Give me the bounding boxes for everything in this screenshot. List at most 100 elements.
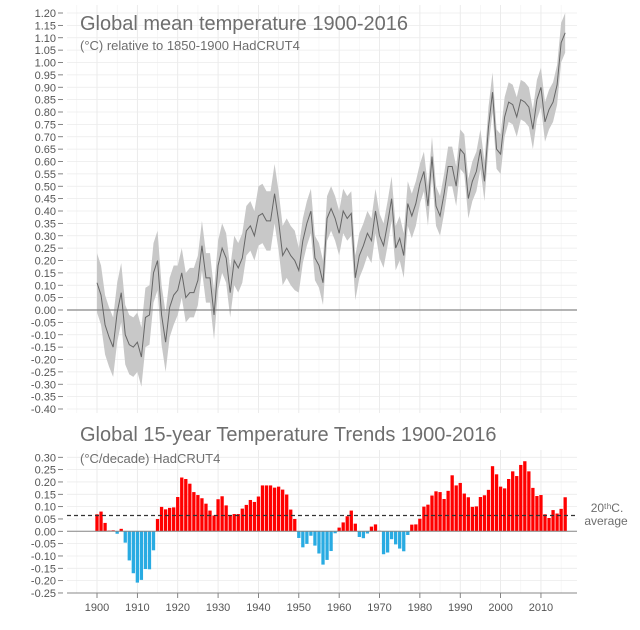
trend-bar-positive [172, 507, 176, 532]
trend-bar-positive [99, 511, 103, 532]
top-y-tick-label: 0.15 [35, 268, 56, 280]
bottom-y-tick-label: -0.15 [31, 563, 56, 575]
trend-bar-positive [268, 485, 273, 532]
trend-bar-positive [244, 504, 248, 532]
trend-bar-positive [498, 486, 503, 532]
top-y-tick-label: -0.15 [31, 342, 56, 354]
trend-bar-positive [260, 485, 265, 532]
trend-bar-negative [143, 531, 148, 570]
trend-bar-negative [406, 531, 410, 536]
top-y-tick-label: 0.60 [35, 157, 56, 169]
top-y-tick-label: 1.20 [35, 8, 56, 20]
trend-bar-negative [151, 531, 156, 551]
top-y-tick-label: -0.20 [31, 355, 56, 367]
temperature-line [96, 32, 566, 358]
trend-bar-positive [228, 515, 232, 532]
top-y-tick-label: 0.00 [35, 305, 56, 317]
trend-bar-positive [502, 488, 507, 532]
trend-bar-negative [313, 531, 317, 546]
trend-bar-positive [216, 499, 220, 532]
trend-bar-negative [123, 531, 127, 543]
top-y-tick-label: 0.80 [35, 107, 56, 119]
trend-bar-positive [438, 492, 442, 532]
trend-bar-positive [462, 493, 466, 532]
top-y-tick-label: 1.00 [35, 58, 56, 70]
trend-bar-positive [220, 496, 224, 532]
trend-bar-negative [361, 531, 366, 539]
trend-bar-positive [200, 498, 204, 532]
trend-bar-positive [523, 461, 527, 532]
top-y-tick-label: 0.45 [35, 194, 56, 206]
trend-bar-negative [389, 531, 394, 540]
trend-bar-positive [341, 522, 345, 532]
top-y-tick-label: -0.30 [31, 379, 56, 391]
trend-bar-negative [127, 531, 131, 561]
top-y-tick-label: -0.05 [31, 317, 56, 329]
trend-bar-negative [139, 531, 144, 580]
top-y-tick-label: 0.95 [35, 70, 56, 82]
trend-bar-positive [450, 475, 454, 532]
trend-bar-positive [236, 514, 240, 532]
trend-bar-positive [232, 514, 236, 532]
trend-bar-positive [482, 495, 487, 532]
trend-bar-positive [559, 508, 563, 532]
x-tick-label: 2010 [529, 602, 553, 614]
x-tick-label: 1990 [448, 602, 472, 614]
bottom-y-tick-label: -0.25 [31, 588, 56, 600]
trend-bar-positive [527, 471, 531, 532]
trend-bar-positive [180, 477, 184, 532]
top-y-tick-label: 1.15 [35, 20, 56, 32]
trend-bar-negative [329, 531, 333, 552]
trend-bar-negative [305, 531, 309, 544]
top-y-tick-label: -0.25 [31, 367, 56, 379]
trend-bar-positive [224, 505, 228, 532]
top-y-tick-label: 0.05 [35, 293, 56, 305]
trend-bar-positive [507, 478, 511, 532]
trend-bar-negative [365, 531, 370, 534]
trend-bar-positive [446, 490, 450, 532]
trend-bar-negative [394, 531, 398, 545]
trend-bar-positive [276, 486, 281, 532]
bottom-y-tick-label: 0.05 [35, 514, 56, 526]
bottom-y-tick-label: 0.00 [35, 526, 56, 538]
trend-bar-negative [357, 531, 361, 537]
trend-bar-negative [147, 531, 152, 570]
trend-bar-negative [398, 531, 402, 549]
bottom-chart-marks [67, 461, 577, 583]
top-y-tick-label: 0.35 [35, 218, 56, 230]
x-tick-label: 1980 [408, 602, 432, 614]
trend-bar-positive [519, 464, 523, 532]
trend-bar-positive [188, 483, 192, 532]
trend-bar-positive [192, 492, 196, 532]
bottom-y-tick-label: 0.30 [35, 452, 56, 464]
x-tick-label: 1930 [206, 602, 230, 614]
bottom-y-tick-label: 0.15 [35, 489, 56, 501]
trend-bar-positive [373, 524, 378, 532]
trend-bar-positive [555, 513, 559, 532]
trend-bar-positive [159, 506, 164, 532]
x-tick-label: 1940 [246, 602, 270, 614]
trend-bar-positive [470, 506, 474, 532]
trend-bar-positive [184, 478, 188, 532]
x-tick-label: 1920 [165, 602, 189, 614]
trend-bar-negative [325, 531, 329, 560]
trend-bar-negative [301, 531, 305, 548]
top-y-tick-label: 0.10 [35, 280, 56, 292]
trend-bar-positive [426, 504, 430, 532]
bottom-y-tick-label: 0.10 [35, 502, 56, 514]
trend-bar-positive [345, 516, 349, 532]
bottom-y-tick-label: -0.05 [31, 539, 56, 551]
top-y-tick-label: 1.05 [35, 45, 56, 57]
top-y-tick-label: -0.35 [31, 392, 56, 404]
top-y-tick-label: 0.85 [35, 95, 56, 107]
reference-line-label-2: average [584, 514, 628, 528]
trend-bar-negative [381, 531, 386, 555]
trend-bar-positive [163, 509, 168, 532]
trend-bar-negative [309, 531, 313, 536]
top-y-tick-label: 0.90 [35, 82, 56, 94]
trend-bar-positive [478, 497, 483, 532]
trend-bar-negative [297, 531, 301, 538]
x-tick-label: 1970 [367, 602, 391, 614]
trend-bar-positive [442, 498, 446, 532]
trend-bar-positive [539, 495, 543, 532]
